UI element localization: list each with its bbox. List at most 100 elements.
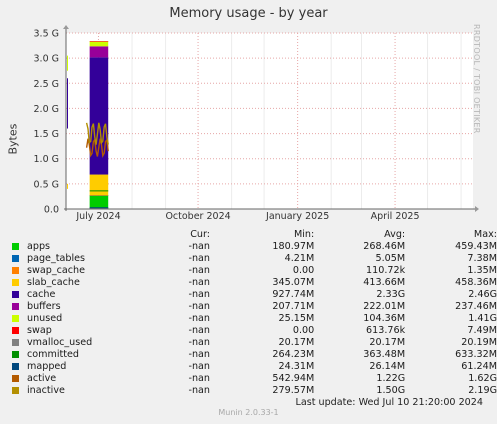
rrdtool-watermark: RRDTOOL / TOBI OETIKER (472, 24, 481, 134)
legend-avg: 1.50G (376, 385, 406, 396)
legend-min: 0.00 (292, 265, 315, 276)
legend-header-cur: Cur: (190, 229, 211, 240)
spike-unused (67, 55, 68, 71)
legend-cur: -nan (188, 385, 211, 396)
legend-cur: -nan (188, 337, 211, 348)
legend-swatch (12, 350, 19, 358)
legend-series-name: apps (27, 241, 51, 252)
legend-min: 180.97M (272, 241, 315, 252)
legend-header-min: Min: (293, 229, 315, 240)
legend-row: buffers -nan 207.71M 222.01M 237.46M (12, 301, 497, 313)
y-tick-label: 1.0 G (34, 154, 60, 165)
x-axis-arrow (475, 206, 479, 212)
legend-swatch (12, 386, 19, 394)
area-unused (89, 41, 109, 47)
legend-min: 279.57M (272, 385, 315, 396)
legend-min: 0.00 (292, 325, 315, 336)
legend-min: 24.31M (278, 361, 315, 372)
legend-max: 459.43M (455, 241, 497, 252)
x-tick-label: April 2025 (371, 211, 420, 222)
legend-row: slab_cache -nan 345.07M 413.66M 458.36M (12, 277, 497, 289)
legend-max: 1.62G (468, 373, 497, 384)
y-tick-label: 2.0 G (34, 104, 60, 115)
legend-table: Cur: Min: Avg: Max: apps -nan 180.97M 268.4… (12, 229, 497, 397)
legend-series-name: inactive (27, 385, 65, 396)
last-update: Last update: Wed Jul 10 21:20:00 2024 (295, 397, 483, 408)
legend-min: 25.15M (278, 313, 315, 324)
y-axis-arrow (63, 25, 69, 29)
legend-header-avg: Avg: (384, 229, 406, 240)
legend-avg: 1.22G (376, 373, 406, 384)
legend-swatch (12, 278, 19, 286)
spike-slab (67, 183, 68, 189)
legend-series-name: cache (27, 289, 56, 300)
legend-min: 927.74M (272, 289, 315, 300)
area-cache (89, 57, 109, 175)
legend-row: swap -nan 0.00 613.76k 7.49M (12, 325, 497, 337)
legend-row: cache -nan 927.74M 2.33G 2.46G (12, 289, 497, 301)
y-tick-label: 3.0 G (34, 54, 60, 65)
legend-cur: -nan (188, 265, 211, 276)
legend-swatch (12, 242, 19, 250)
legend-series-name: swap (27, 325, 52, 336)
y-tick-label: 3.5 G (34, 29, 60, 40)
legend-header-max: Max: (473, 229, 497, 240)
legend-cur: -nan (188, 301, 211, 312)
legend-row: mapped -nan 24.31M 26.14M 61.24M (12, 361, 497, 373)
legend-max: 633.32M (455, 349, 497, 360)
plot-area (66, 33, 473, 209)
legend-cur: -nan (188, 349, 211, 360)
area-apps (89, 195, 109, 209)
legend-row: apps -nan 180.97M 268.46M 459.43M (12, 241, 497, 253)
legend-cur: -nan (188, 325, 211, 336)
legend-row: inactive -nan 279.57M 1.50G 2.19G (12, 385, 497, 397)
y-tick-label: 1.5 G (34, 129, 60, 140)
legend-series-name: page_tables (27, 253, 86, 264)
legend-min: 20.17M (278, 337, 315, 348)
legend-row: page_tables -nan 4.21M 5.05M 7.38M (12, 253, 497, 265)
legend-swatch (12, 254, 19, 262)
legend-avg: 222.01M (363, 301, 406, 312)
area-swap_cache (89, 195, 109, 196)
line-active (85, 138, 109, 158)
legend-header-row: Cur: Min: Avg: Max: (12, 229, 497, 241)
legend-swatch (12, 374, 19, 382)
legend-row: unused -nan 25.15M 104.36M 1.41G (12, 313, 497, 325)
legend-avg: 363.48M (363, 349, 406, 360)
legend-max: 2.46G (468, 289, 497, 300)
legend-series-name: buffers (27, 301, 61, 312)
legend-cur: -nan (188, 361, 211, 372)
legend-avg: 413.66M (363, 277, 406, 288)
legend-cur: -nan (188, 241, 211, 252)
line-inactive (85, 122, 109, 145)
legend-cur: -nan (188, 289, 211, 300)
legend-avg: 20.17M (369, 337, 406, 348)
spike-cache (67, 78, 68, 129)
legend-swatch (12, 362, 19, 370)
legend-swatch (12, 314, 19, 322)
legend-cur: -nan (188, 253, 211, 264)
legend-swatch (12, 302, 19, 310)
area-buffers (89, 46, 109, 58)
legend-max: 61.24M (461, 361, 497, 372)
legend-row: active -nan 542.94M 1.22G 1.62G (12, 373, 497, 385)
y-tick-label: 0.5 G (34, 179, 60, 190)
area-slab_cache (89, 174, 109, 196)
legend-avg: 268.46M (363, 241, 406, 252)
legend-max: 237.46M (455, 301, 497, 312)
legend-max: 2.19G (468, 385, 497, 396)
legend-max: 458.36M (455, 277, 497, 288)
legend-max: 1.35M (467, 265, 497, 276)
legend-row: swap_cache -nan 0.00 110.72k 1.35M (12, 265, 497, 277)
legend-series-name: active (27, 373, 57, 384)
legend-min: 264.23M (272, 349, 315, 360)
legend-series-name: unused (27, 313, 63, 324)
legend-series-name: mapped (27, 361, 67, 372)
legend-min: 345.07M (272, 277, 315, 288)
legend-max: 7.49M (467, 325, 497, 336)
x-tick-label: January 2025 (265, 211, 329, 222)
legend-max: 1.41G (468, 313, 497, 324)
legend-cur: -nan (188, 373, 211, 384)
legend-avg: 26.14M (369, 361, 406, 372)
